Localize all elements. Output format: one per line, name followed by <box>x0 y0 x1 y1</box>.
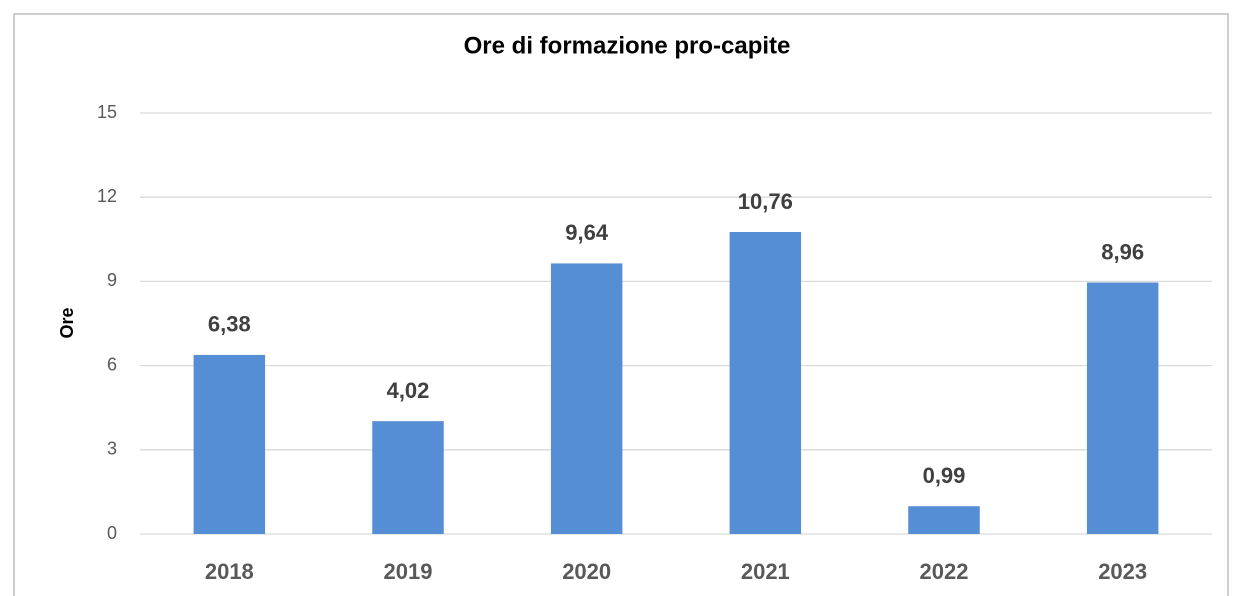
x-tick-label: 2018 <box>205 559 254 584</box>
data-label: 0,99 <box>923 463 966 488</box>
y-tick-label: 6 <box>107 354 117 374</box>
x-tick-label: 2021 <box>741 559 790 584</box>
bar <box>1086 282 1159 534</box>
data-label: 10,76 <box>738 189 793 214</box>
y-tick-label: 0 <box>107 523 117 543</box>
x-tick-label: 2019 <box>384 559 433 584</box>
y-tick-label: 12 <box>97 186 117 206</box>
data-label: 9,64 <box>565 220 609 245</box>
data-label: 4,02 <box>387 378 430 403</box>
chart-border <box>13 13 1229 596</box>
data-label: 6,38 <box>208 312 251 337</box>
bar <box>908 506 980 534</box>
y-axis-label: Ore <box>57 307 77 338</box>
y-tick-label: 3 <box>107 439 117 459</box>
chart-title: Ore di formazione pro-capite <box>464 32 791 59</box>
bar <box>550 263 623 534</box>
y-tick-label: 15 <box>97 102 117 122</box>
data-label: 8,96 <box>1101 239 1144 264</box>
x-tick-label: 2022 <box>920 559 969 584</box>
bar <box>729 232 802 534</box>
x-tick-label: 2020 <box>562 559 611 584</box>
bar <box>372 421 444 534</box>
bar <box>193 354 266 534</box>
y-tick-label: 9 <box>107 270 117 290</box>
x-tick-label: 2023 <box>1098 559 1147 584</box>
